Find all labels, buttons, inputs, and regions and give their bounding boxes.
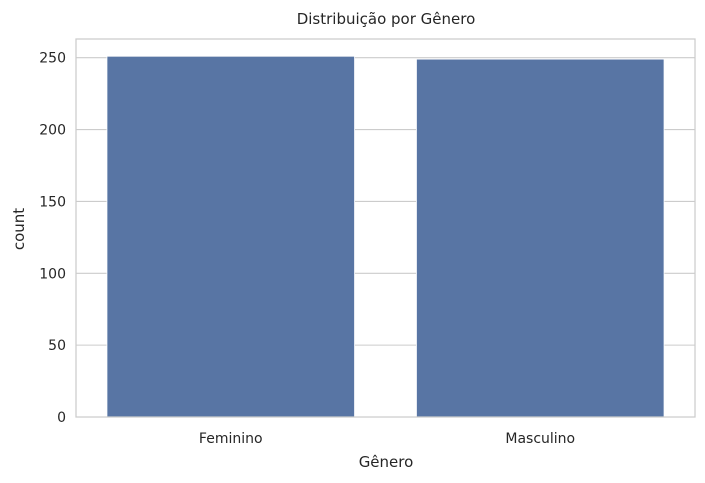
y-tick-label: 200 [39,123,66,139]
y-tick-label: 150 [39,194,66,210]
x-tick-label-feminino: Feminino [199,431,263,447]
y-tick-labels: 0 50 100 150 200 250 [39,51,66,426]
x-tick-labels: Feminino Masculino [199,431,575,447]
y-axis-label: count [10,208,28,250]
axes-frame [75,38,696,418]
chart-title: Distribuição por Gênero [297,10,476,28]
bars-layer [106,55,665,418]
y-tick-label: 100 [39,266,66,282]
y-tick-label: 50 [48,338,66,354]
x-axis-label: Gênero [359,453,414,471]
y-tick-label: 0 [57,410,66,426]
x-tick-label-masculino: Masculino [505,431,575,447]
y-tick-label: 250 [39,51,66,67]
bar-feminino [106,55,355,418]
bar-masculino [416,58,665,418]
